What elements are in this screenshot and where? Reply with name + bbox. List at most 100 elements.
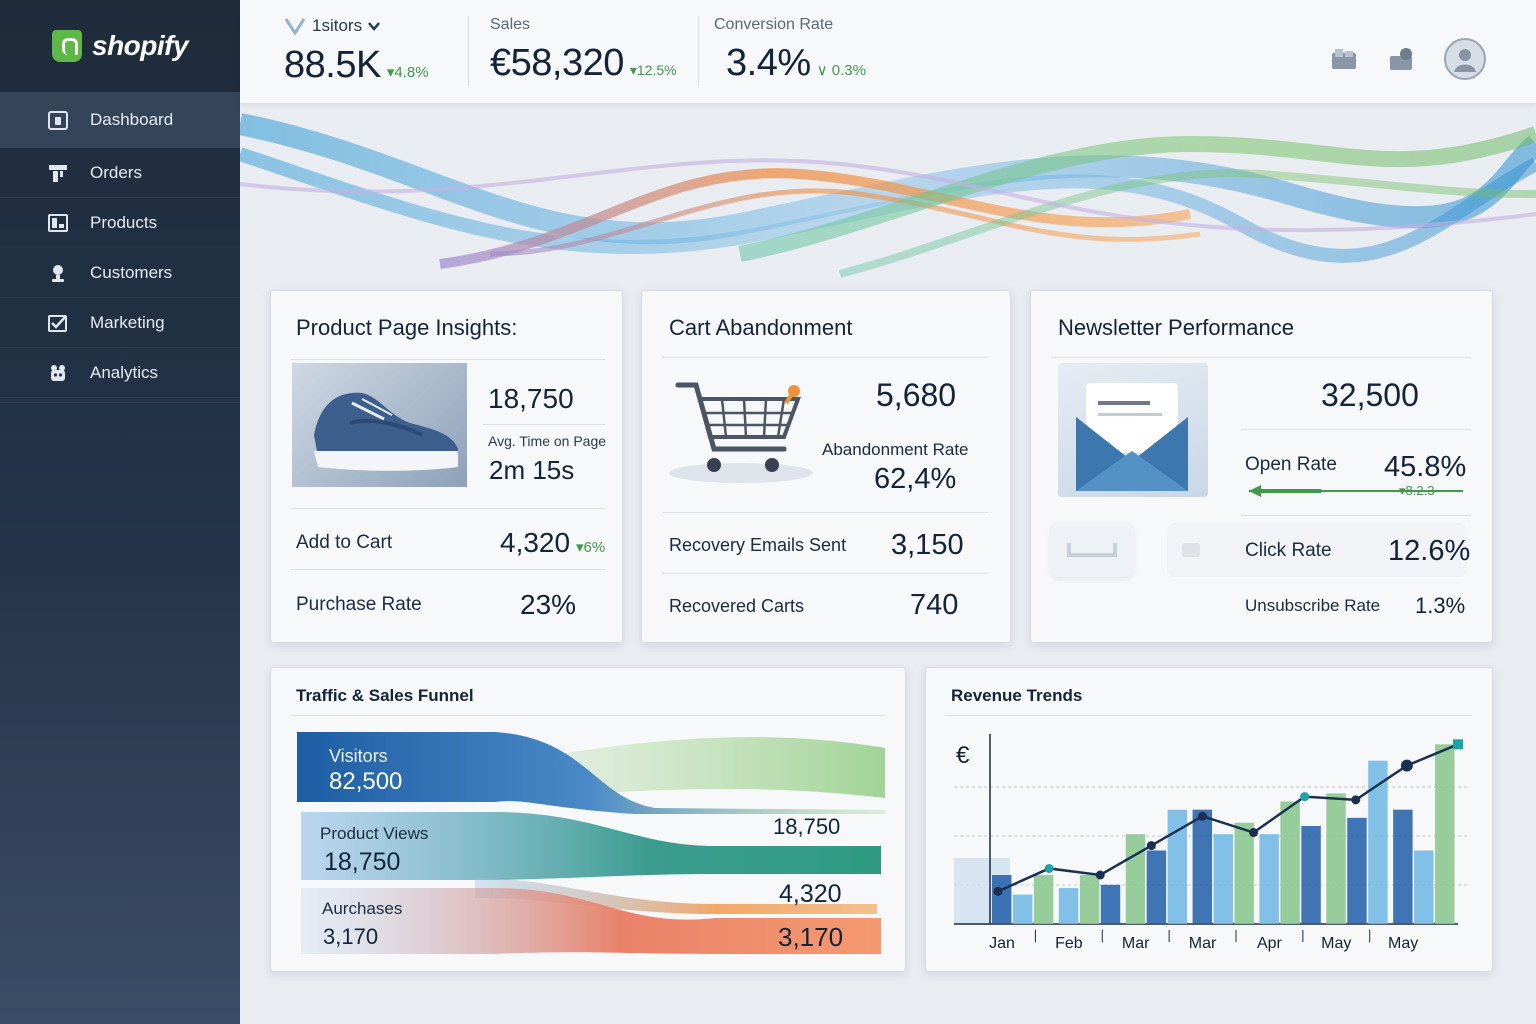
notification-icon[interactable] (1386, 45, 1418, 73)
add-to-cart-delta: ▾6% (576, 539, 606, 556)
add-to-cart-value: 4,320 (500, 527, 571, 558)
user-avatar-icon[interactable] (1444, 38, 1486, 80)
divider (1241, 515, 1471, 516)
revenue-bar (1393, 809, 1413, 924)
divider (291, 508, 605, 509)
trend-point (993, 886, 1003, 896)
metric-sales-value: €58,320 (490, 42, 624, 84)
x-tick-label: Jan (989, 935, 1015, 952)
inbox-icon[interactable] (1328, 45, 1360, 73)
metric-visitors-label: 1sitors (312, 16, 363, 35)
sidebar-item-analytics[interactable]: Analytics (0, 348, 240, 398)
sidebar-item-label: Marketing (90, 312, 165, 332)
x-tick-label: Apr (1257, 935, 1283, 952)
sidebar-item-marketing[interactable]: Marketing (0, 298, 240, 348)
funnel-stage-label: Visitors (329, 746, 388, 766)
funnel-stage-value: 82,500 (329, 768, 403, 795)
trend-point (1146, 841, 1156, 851)
divider (291, 569, 605, 570)
x-tick-label: Feb (1055, 935, 1083, 952)
brand-logo[interactable]: shopify (0, 0, 240, 92)
revenue-bar (1167, 809, 1188, 924)
revenue-bar (1234, 822, 1254, 924)
trend-point (1197, 811, 1207, 821)
revenue-trends-card: Revenue Trends € Jan Feb Mar Mar Apr May May (925, 667, 1493, 972)
divider (946, 715, 1472, 716)
open-rate-label: Open Rate (1245, 454, 1337, 475)
sidebar-item-dashboard[interactable]: Dashboard (0, 92, 240, 148)
revenue-bar (1100, 884, 1121, 924)
metric-visitors[interactable]: 1sitors 88.5K ▾4.8% (284, 16, 429, 87)
sidebar-item-customers[interactable]: Customers (0, 248, 240, 298)
products-icon (46, 212, 70, 234)
revenue-bar (1012, 894, 1033, 924)
funnel-flow-graphic (297, 732, 885, 954)
divider (662, 573, 988, 574)
sidebar: shopify Dashboard Orders Products Custom… (0, 0, 240, 1024)
chevron-down-icon[interactable] (368, 21, 381, 31)
click-rate-label: Click Rate (1245, 540, 1332, 561)
funnel-right-value: 4,320 (779, 880, 842, 908)
funnel-right-value: 18,750 (773, 814, 841, 839)
funnel-stage-value: 18,750 (324, 848, 401, 876)
metric-sales[interactable]: Sales €58,320 ▾12.5% (490, 16, 677, 85)
purchase-rate-label: Purchase Rate (296, 594, 422, 615)
divider (662, 512, 988, 513)
metric-sales-label: Sales (490, 16, 531, 33)
metric-conversion-delta: ∨ 0.3% (816, 62, 866, 79)
funnel-stage-label: Product Views (320, 824, 429, 843)
card-title: Product Page Insights: (296, 315, 518, 340)
x-tick-label: May (1388, 935, 1418, 952)
funnel-right-value: 3,170 (778, 922, 844, 952)
unsubscribe-rate-value: 1.3% (1415, 593, 1466, 618)
divider (483, 424, 605, 425)
x-tick-label: Mar (1122, 935, 1150, 952)
click-rate-row[interactable] (1167, 523, 1467, 577)
newsletter-image-frame (1058, 363, 1208, 497)
metric-divider (698, 16, 699, 86)
recovery-emails-label: Recovery Emails Sent (669, 535, 847, 555)
revenue-bar (1301, 826, 1321, 924)
divider (291, 359, 605, 360)
envelope-icon (1076, 383, 1188, 491)
recovery-emails-value: 3,150 (891, 529, 964, 561)
product-views-value: 18,750 (488, 383, 574, 414)
customers-icon (46, 262, 70, 284)
sidebar-item-label: Orders (90, 162, 142, 182)
template-placeholder-tile[interactable] (1051, 523, 1133, 577)
funnel-card: Traffic & Sales Funnel Visitors 82,500 P… (270, 667, 906, 972)
revenue-bar (1368, 760, 1388, 924)
metric-visitors-value: 88.5K (284, 44, 381, 86)
trend-point (1044, 863, 1054, 873)
chart-title: Revenue Trends (951, 686, 1083, 705)
orders-icon (46, 162, 70, 184)
metric-conversion[interactable]: Conversion Rate 3.4% ∨ 0.3% (714, 16, 866, 85)
product-shoe-image (292, 363, 467, 487)
open-rate-trend-indicator (1249, 485, 1463, 497)
sidebar-item-label: Analytics (90, 362, 159, 382)
visitors-icon (284, 18, 306, 35)
revenue-bar (1435, 744, 1455, 924)
trend-point (1249, 828, 1259, 838)
revenue-bar (1213, 834, 1233, 924)
sidebar-item-label: Dashboard (90, 109, 174, 129)
sidebar-item-products[interactable]: Products (0, 198, 240, 248)
open-rate-value: 45.8% (1384, 451, 1467, 483)
avg-time-label: Avg. Time on Page (488, 433, 607, 449)
topbar-actions (1328, 38, 1486, 80)
card-title: Newsletter Performance (1058, 315, 1294, 340)
revenue-bar (1259, 834, 1279, 924)
metric-visitors-delta: ▾4.8% (386, 64, 429, 81)
abandoned-carts-value: 5,680 (876, 377, 957, 413)
revenue-bar (1146, 850, 1167, 924)
card-title: Traffic & Sales Funnel (296, 686, 474, 705)
revenue-bar (992, 875, 1012, 924)
metric-conversion-label: Conversion Rate (714, 16, 834, 33)
sidebar-nav: Dashboard Orders Products Customers Mark… (0, 92, 240, 398)
metric-divider (468, 16, 469, 86)
x-tick-label: Mar (1189, 935, 1217, 952)
sidebar-item-orders[interactable]: Orders (0, 148, 240, 198)
add-to-cart-label: Add to Cart (296, 532, 393, 553)
abandonment-rate-value: 62,4% (874, 463, 957, 495)
trend-point (1300, 792, 1310, 802)
